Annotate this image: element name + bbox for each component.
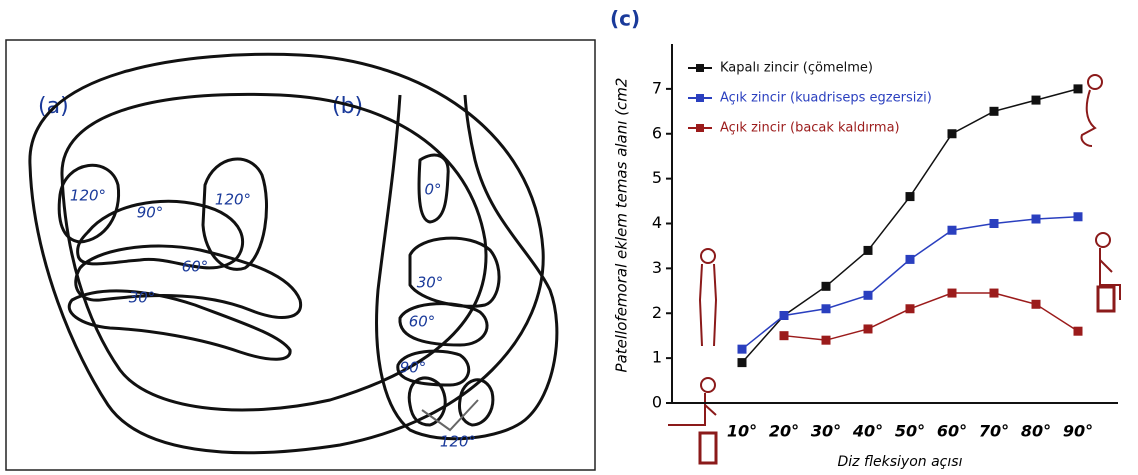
data-point — [738, 345, 747, 354]
data-point — [948, 289, 957, 298]
legend-swatch — [696, 64, 704, 72]
chart-title: (c) — [610, 7, 640, 31]
y-tick-label: 3 — [652, 258, 662, 277]
data-point — [1074, 84, 1083, 93]
y-tick-label: 5 — [652, 168, 662, 187]
x-tick-label: 10° — [727, 422, 757, 441]
data-point — [864, 324, 873, 333]
x-axis-label: Diz fleksiyon açısı — [838, 454, 963, 470]
data-point — [1074, 212, 1083, 221]
region-label: 120° — [440, 433, 476, 451]
x-tick-label: 60° — [937, 422, 967, 441]
legend-swatch — [696, 94, 704, 102]
x-tick-label: 30° — [811, 422, 841, 441]
figure: (a) (b) 120° 120° 90° 60° 30° 0° 30° 60°… — [0, 0, 1138, 475]
region-label: 30° — [417, 274, 444, 292]
region-label: 60° — [182, 258, 209, 276]
legend-swatch — [696, 124, 704, 132]
region-label: 120° — [70, 187, 106, 205]
y-tick-label: 2 — [652, 303, 662, 322]
region-label: 0° — [424, 181, 441, 199]
data-point — [822, 304, 831, 313]
region-label: 60° — [409, 313, 436, 331]
data-point — [906, 192, 915, 201]
data-point — [822, 336, 831, 345]
x-tick-label: 20° — [769, 422, 799, 441]
region-label: 90° — [137, 204, 164, 222]
data-point — [864, 246, 873, 255]
legend-label: Açık zincir (kuadriseps egzersizi) — [720, 91, 932, 106]
data-point — [948, 129, 957, 138]
y-tick-label: 4 — [652, 213, 662, 232]
data-point — [906, 304, 915, 313]
data-point — [990, 107, 999, 116]
x-tick-label: 90° — [1063, 422, 1093, 441]
legend-label: Kapalı zincir (çömelme) — [720, 61, 873, 76]
data-point — [822, 282, 831, 291]
y-tick-label: 7 — [652, 78, 662, 97]
data-point — [990, 289, 999, 298]
legend-label: Açık zincir (bacak kaldırma) — [720, 121, 900, 136]
x-tick-label: 80° — [1021, 422, 1051, 441]
y-axis-label: Patellofemoral eklem temas alanı (cm2 — [613, 78, 631, 373]
x-tick-label: 70° — [979, 422, 1009, 441]
series-line — [742, 217, 1078, 349]
data-point — [906, 255, 915, 264]
x-tick-label: 50° — [895, 422, 925, 441]
y-tick-label: 6 — [652, 123, 662, 142]
data-point — [780, 311, 789, 320]
data-point — [864, 291, 873, 300]
data-point — [738, 358, 747, 367]
y-tick-label: 0 — [652, 393, 662, 412]
data-point — [1074, 327, 1083, 336]
region-label: 120° — [215, 191, 251, 209]
data-point — [948, 226, 957, 235]
data-point — [1032, 215, 1041, 224]
y-tick-label: 1 — [652, 348, 662, 367]
data-point — [1032, 300, 1041, 309]
data-point — [1032, 96, 1041, 105]
region-label: 30° — [129, 289, 156, 307]
x-tick-label: 40° — [852, 422, 883, 441]
femur-diagram — [377, 95, 557, 439]
data-point — [990, 219, 999, 228]
data-point — [780, 331, 789, 340]
region-label: 90° — [400, 359, 427, 377]
